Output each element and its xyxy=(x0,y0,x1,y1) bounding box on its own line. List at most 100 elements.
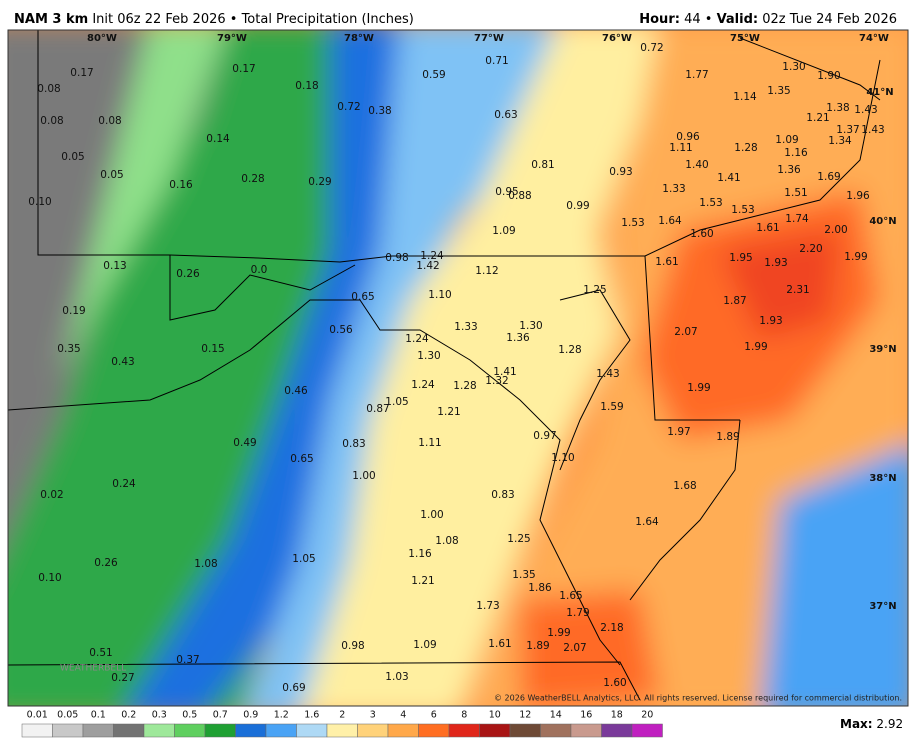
point-value: 1.08 xyxy=(194,558,217,570)
point-value: 1.05 xyxy=(292,553,315,565)
colorbar-swatch xyxy=(418,723,450,738)
hour-label: Hour: xyxy=(639,12,680,27)
colorbar-swatch xyxy=(357,723,389,738)
point-value: 1.40 xyxy=(685,159,708,171)
point-value: 1.09 xyxy=(413,639,436,651)
point-value: 1.35 xyxy=(512,569,535,581)
point-value: 1.28 xyxy=(558,344,581,356)
colorbar: 0.01 0.05 0.1 0.2 0.3 0.5 0.7 0.9 1.2 1.6 2 3 4 6 8 10 1… xyxy=(21,710,663,738)
point-value: 1.60 xyxy=(690,228,713,240)
point-value: 1.90 xyxy=(817,70,840,82)
point-value: 1.34 xyxy=(828,135,852,147)
valid-label: Valid: xyxy=(717,12,759,27)
colorbar-label: 16 xyxy=(580,710,592,721)
point-value: 0.29 xyxy=(308,176,331,188)
point-value: 0.05 xyxy=(61,151,84,163)
point-value: 1.99 xyxy=(547,627,570,639)
point-value: 1.53 xyxy=(731,204,754,216)
colorbar-swatch xyxy=(204,723,236,738)
grid-label: 39°N xyxy=(869,344,896,355)
colorbar-label: 0.01 xyxy=(27,710,48,721)
labels: 80°W 79°W 78°W 77°W 76°W 75°W 74°W 41°N 40°N 39°N… xyxy=(28,33,896,694)
point-value: 1.86 xyxy=(528,582,552,594)
point-value: 1.95 xyxy=(729,252,752,264)
colorbar-label: 1.2 xyxy=(274,710,289,721)
max-value: 2.92 xyxy=(876,717,903,731)
colorbar-label: 0.1 xyxy=(91,710,106,721)
point-value: 1.64 xyxy=(658,215,682,227)
point-value: 0.05 xyxy=(100,169,123,181)
map-frame xyxy=(7,29,909,707)
point-value: 0.26 xyxy=(176,268,200,280)
colorbar-label: 12 xyxy=(519,710,531,721)
colorbar-swatch xyxy=(448,723,480,738)
point-value: 0.13 xyxy=(103,260,126,272)
model: NAM 3 km xyxy=(14,12,88,27)
colorbar-swatch xyxy=(479,723,511,738)
point-value: 1.73 xyxy=(476,600,499,612)
colorbar-swatch xyxy=(601,723,633,738)
colorbar-label: 1.6 xyxy=(304,710,319,721)
point-value: 1.38 xyxy=(826,102,849,114)
colorbar-swatch xyxy=(631,723,663,738)
point-value: 1.03 xyxy=(385,671,408,683)
grid-label: 40°N xyxy=(869,216,896,227)
point-value: 0.08 xyxy=(98,115,121,127)
colorbar-swatch xyxy=(52,723,84,738)
point-value: 1.74 xyxy=(785,213,809,225)
point-value: 1.64 xyxy=(635,516,659,528)
point-value: 0.99 xyxy=(566,200,589,212)
point-value: 1.41 xyxy=(493,366,516,378)
point-value: 1.32 xyxy=(485,375,508,387)
point-value: 0.37 xyxy=(176,654,199,666)
point-value: 1.33 xyxy=(454,321,477,333)
colorbar-swatch xyxy=(113,723,145,738)
point-value: 1.87 xyxy=(723,295,746,307)
point-value: 1.30 xyxy=(782,61,805,73)
point-value: 1.09 xyxy=(492,225,515,237)
point-value: 1.68 xyxy=(673,480,696,492)
point-value: 0.46 xyxy=(284,385,308,397)
point-value: 1.12 xyxy=(475,265,498,277)
colorbar-label: 18 xyxy=(611,710,623,721)
logo: WEATHERBELL xyxy=(60,664,126,674)
init: Init 06z 22 Feb 2026 • Total Precipitati… xyxy=(92,12,414,27)
point-value: 0.63 xyxy=(494,109,517,121)
point-value: 0.95 xyxy=(495,186,518,198)
point-value: 0.0 xyxy=(251,264,268,276)
point-value: 1.30 xyxy=(417,350,440,362)
colorbar-swatch xyxy=(21,723,53,738)
point-value: 0.18 xyxy=(295,80,318,92)
point-value: 0.49 xyxy=(233,437,256,449)
point-value: 0.14 xyxy=(206,133,230,145)
point-value: 0.56 xyxy=(329,324,353,336)
point-value: 1.05 xyxy=(385,396,408,408)
colorbar-label: 2 xyxy=(339,710,345,721)
point-value: 1.00 xyxy=(420,509,443,521)
colorbar-label: 0.2 xyxy=(121,710,136,721)
point-value: 0.38 xyxy=(368,105,391,117)
point-value: 1.24 xyxy=(411,379,435,391)
point-value: 0.51 xyxy=(89,647,112,659)
point-value: 0.35 xyxy=(57,343,80,355)
point-value: 1.11 xyxy=(669,142,692,154)
point-value: 0.83 xyxy=(491,489,514,501)
point-value: 1.99 xyxy=(744,341,767,353)
grid-label: 80°W xyxy=(87,33,117,44)
point-value: 1.30 xyxy=(519,320,542,332)
colorbar-swatch xyxy=(265,723,297,738)
header-right: Hour: 44 • Valid: 02z Tue 24 Feb 2026 xyxy=(639,12,897,27)
point-value: 1.61 xyxy=(488,638,511,650)
point-value: 0.15 xyxy=(201,343,224,355)
point-value: 0.72 xyxy=(337,101,360,113)
point-value: 1.08 xyxy=(435,535,458,547)
point-value: 1.97 xyxy=(667,426,690,438)
point-value: 2.18 xyxy=(600,622,623,634)
point-value: 1.69 xyxy=(817,171,840,183)
point-value: 1.11 xyxy=(418,437,441,449)
point-value: 0.26 xyxy=(94,557,118,569)
point-value: 0.72 xyxy=(640,42,663,54)
point-value: 1.16 xyxy=(784,147,808,159)
grid-label: 74°W xyxy=(859,33,889,44)
